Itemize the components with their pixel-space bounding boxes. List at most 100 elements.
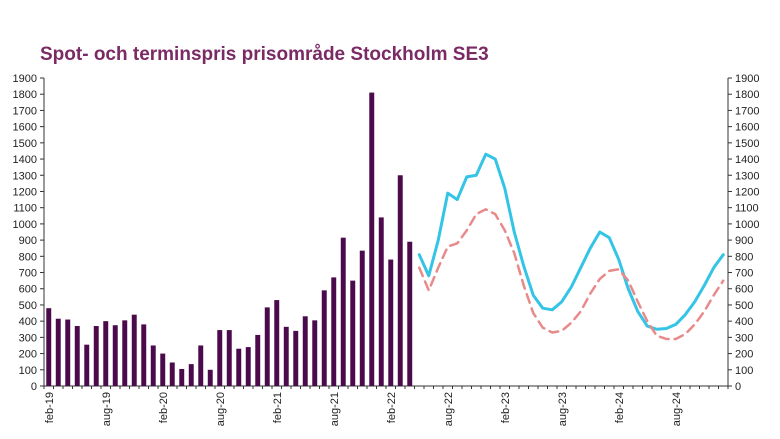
spot-price-bars xyxy=(46,92,413,386)
y-tick-label-left: 1800 xyxy=(13,89,37,101)
spot-price-bar xyxy=(245,347,251,386)
y-tick-label-right: 800 xyxy=(735,251,753,263)
y-tick-label-left: 1100 xyxy=(13,203,37,215)
spot-price-bar xyxy=(65,319,71,386)
y-tick-label-right: 600 xyxy=(735,284,753,296)
spot-price-bar xyxy=(198,345,204,386)
spot-price-bar xyxy=(226,330,232,386)
y-tick-label-right: 100 xyxy=(735,365,753,377)
forward-line-dashed xyxy=(418,208,725,341)
spot-price-bar xyxy=(217,330,223,386)
spot-price-bar xyxy=(312,320,318,386)
y-tick-label-left: 1900 xyxy=(13,73,37,85)
y-tick-label-right: 700 xyxy=(735,268,753,280)
y-tick-label-right: 1400 xyxy=(735,154,759,166)
x-tick-label: aug-20 xyxy=(215,392,227,426)
spot-price-bar xyxy=(293,330,299,386)
y-tick-label-left: 400 xyxy=(19,316,37,328)
y-tick-label-left: 1400 xyxy=(13,154,37,166)
spot-price-bar xyxy=(93,326,99,386)
spot-price-bar xyxy=(169,362,175,386)
y-tick-label-left: 700 xyxy=(19,268,37,280)
y-tick-label-right: 1000 xyxy=(735,219,759,231)
spot-price-bar xyxy=(378,217,384,386)
y-tick-label-right: 300 xyxy=(735,332,753,344)
spot-price-bar xyxy=(264,307,270,386)
spot-price-bar xyxy=(74,326,80,386)
spot-price-bar xyxy=(255,334,261,386)
spot-price-bar xyxy=(302,316,308,386)
spot-price-bar xyxy=(46,308,52,386)
y-axis-right: 0 100 200 300 400 500 600 700 800 900 1000 1100 1200… xyxy=(728,73,759,393)
spot-price-bar xyxy=(150,345,156,386)
x-tick-label: feb-22 xyxy=(386,392,398,423)
x-tick-label: feb-24 xyxy=(614,392,626,423)
y-tick-label-right: 900 xyxy=(735,235,753,247)
spot-price-bar xyxy=(55,318,61,386)
y-tick-label-right: 1200 xyxy=(735,186,759,198)
spot-price-bar xyxy=(131,314,137,386)
x-tick-label: aug-24 xyxy=(671,392,683,426)
y-tick-label-left: 1500 xyxy=(13,138,37,150)
y-tick-label-left: 500 xyxy=(19,300,37,312)
spot-price-bar xyxy=(236,348,242,386)
spot-price-bar xyxy=(160,353,166,386)
spot-price-bar xyxy=(141,324,147,386)
y-tick-label-left: 0 xyxy=(31,381,37,393)
spot-price-bar xyxy=(359,250,365,386)
x-tick-label: feb-20 xyxy=(158,392,170,423)
forward-price-lines xyxy=(417,152,725,341)
spot-price-bar xyxy=(407,241,413,386)
spot-price-bar xyxy=(321,290,327,386)
spot-price-bar xyxy=(397,175,403,386)
spot-price-bar xyxy=(350,280,356,386)
y-tick-label-left: 1000 xyxy=(13,219,37,231)
y-tick-label-left: 900 xyxy=(19,235,37,247)
y-tick-label-left: 1300 xyxy=(13,170,37,182)
y-tick-label-right: 0 xyxy=(735,381,741,393)
x-tick-label: aug-23 xyxy=(557,392,569,426)
x-tick-label: feb-21 xyxy=(272,392,284,423)
spot-price-bar xyxy=(388,259,394,386)
y-tick-label-right: 200 xyxy=(735,349,753,361)
spot-price-bar xyxy=(103,321,109,386)
y-tick-label-left: 100 xyxy=(19,365,37,377)
y-tick-label-left: 300 xyxy=(19,332,37,344)
spot-price-bar xyxy=(122,320,128,386)
y-tick-label-right: 1700 xyxy=(735,105,759,117)
forward-line-solid xyxy=(417,152,725,331)
spot-price-bar xyxy=(340,237,346,386)
y-axis-left: 0 100 200 300 400 500 600 700 800 900 1000 1100 1200… xyxy=(13,73,44,393)
spot-price-bar xyxy=(331,277,337,386)
y-tick-label-left: 1200 xyxy=(13,186,37,198)
x-axis: feb-19 aug-19 feb-20 aug-20 feb-21 aug-21 feb-… xyxy=(43,386,729,426)
spot-price-bar xyxy=(188,364,194,386)
x-tick-label: feb-19 xyxy=(44,392,56,423)
y-tick-label-right: 1300 xyxy=(735,170,759,182)
x-tick-label: feb-23 xyxy=(500,392,512,423)
spot-price-bar xyxy=(369,92,375,386)
y-tick-label-left: 1700 xyxy=(13,105,37,117)
y-tick-label-left: 600 xyxy=(19,284,37,296)
y-tick-label-right: 1900 xyxy=(735,73,759,85)
y-tick-label-right: 1100 xyxy=(735,203,759,215)
y-tick-label-left: 800 xyxy=(19,251,37,263)
x-tick-label: aug-19 xyxy=(101,392,113,426)
spot-price-bar xyxy=(84,344,90,386)
spot-price-bar xyxy=(283,326,289,386)
y-tick-label-right: 1500 xyxy=(735,138,759,150)
spot-price-bar xyxy=(274,300,280,386)
spot-price-bar xyxy=(112,325,118,386)
y-tick-label-right: 400 xyxy=(735,316,753,328)
chart-title: Spot- och terminspris prisområde Stockho… xyxy=(40,44,489,65)
y-tick-label-left: 1600 xyxy=(13,122,37,134)
plot-frame xyxy=(43,78,729,387)
y-tick-label-left: 200 xyxy=(19,349,37,361)
y-tick-label-right: 1800 xyxy=(735,89,759,101)
y-tick-label-right: 500 xyxy=(735,300,753,312)
spot-price-bar xyxy=(207,369,213,386)
y-tick-label-right: 1600 xyxy=(735,122,759,134)
x-tick-label: aug-21 xyxy=(329,392,341,426)
spot-price-bar xyxy=(179,368,185,386)
